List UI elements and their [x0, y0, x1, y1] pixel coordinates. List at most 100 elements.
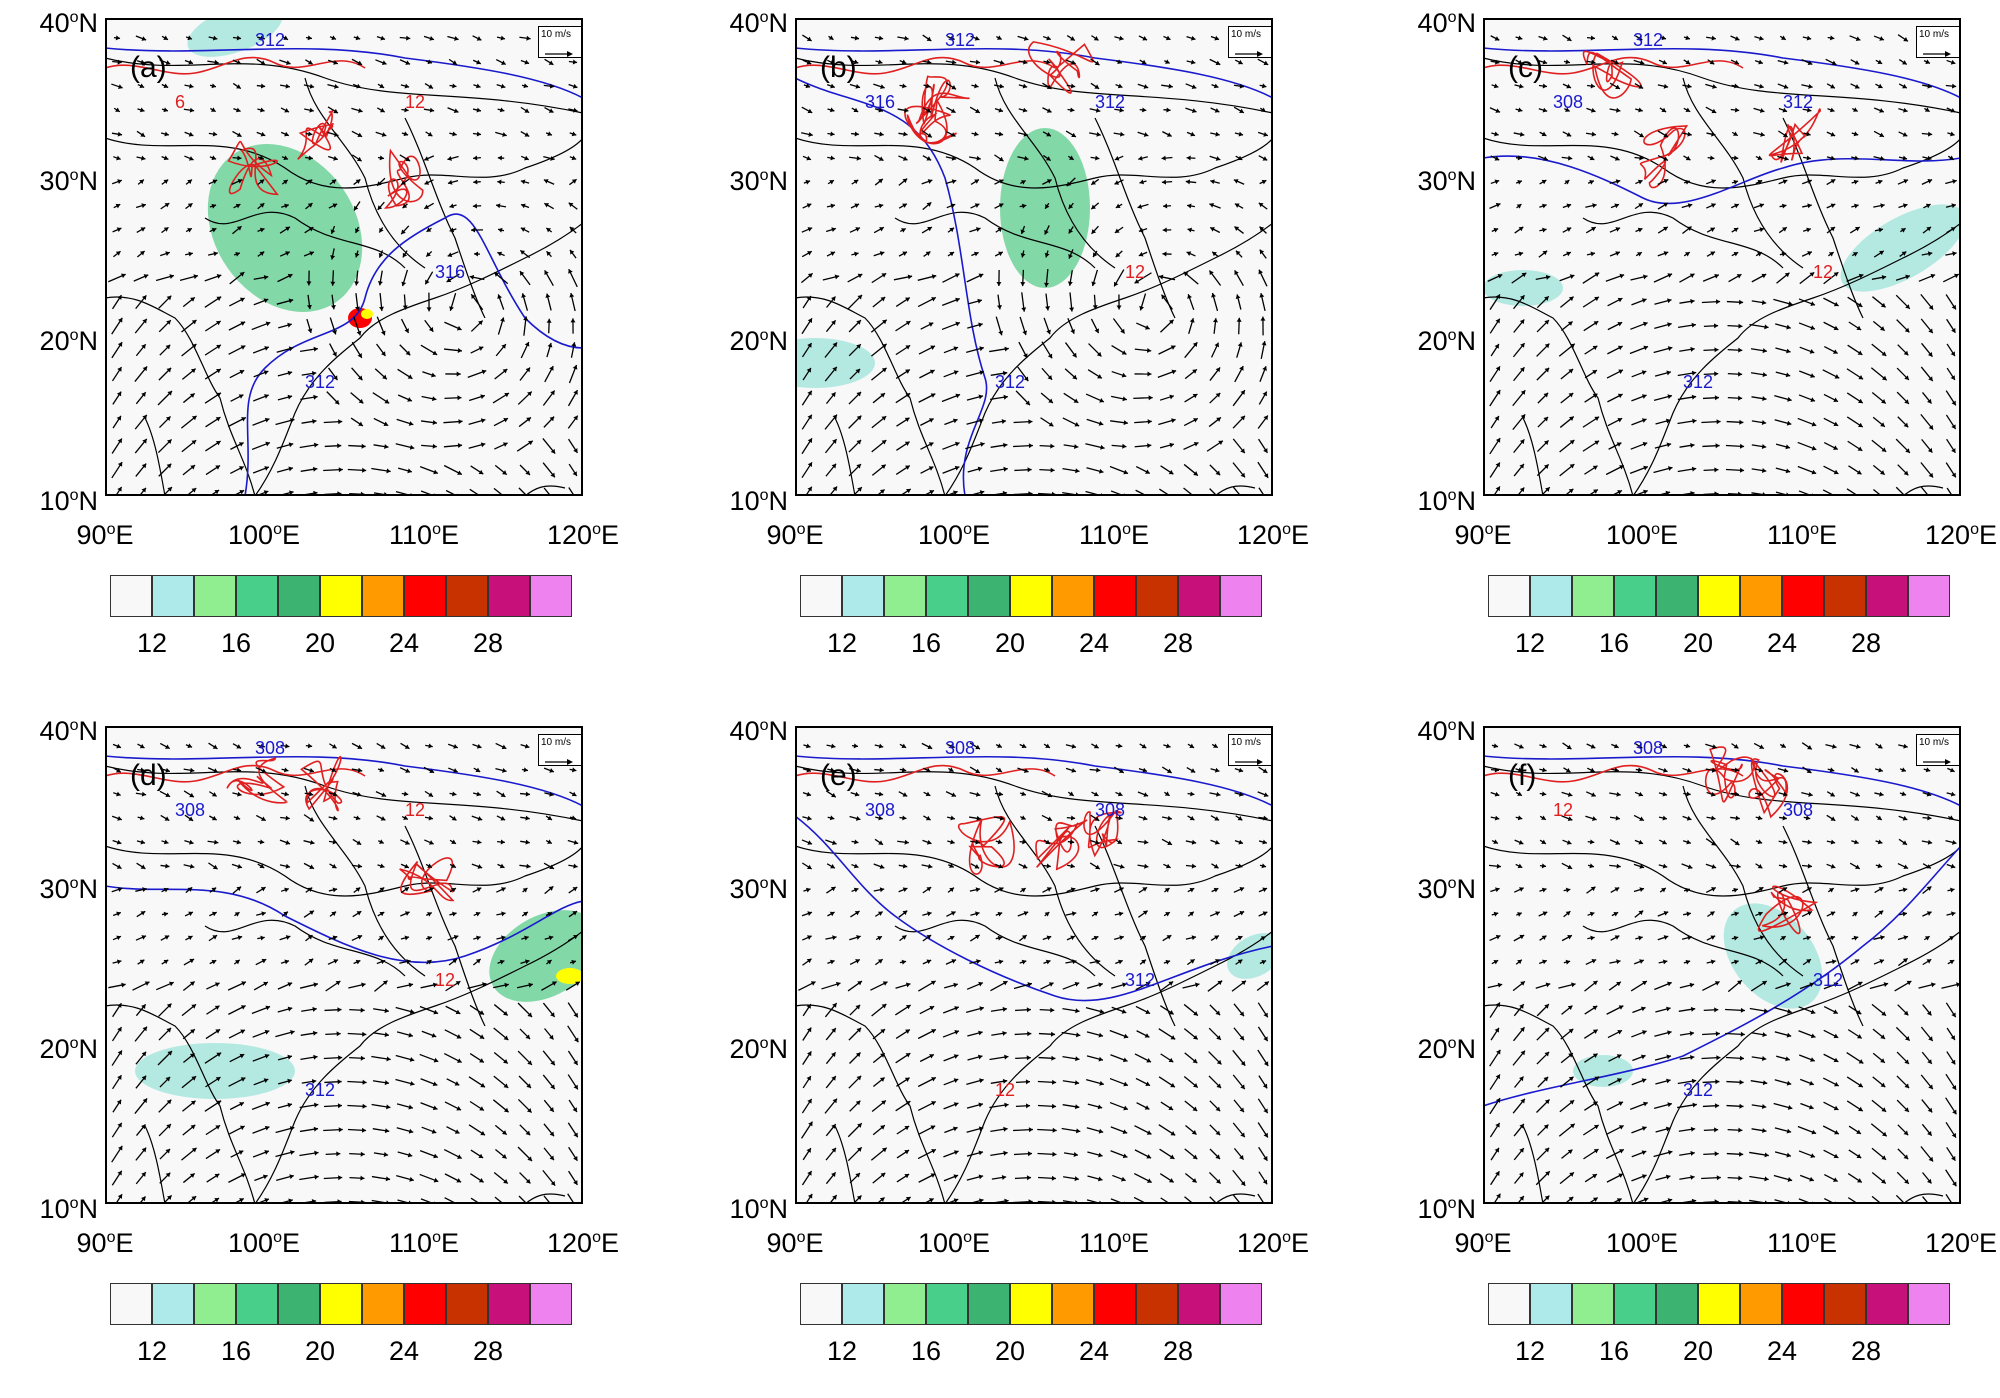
wind-vector-arrow: [374, 367, 389, 381]
wind-vector-arrow: [1209, 154, 1221, 162]
wind-vector-arrow: [1138, 742, 1147, 750]
wind-vector-arrow: [921, 33, 932, 43]
wind-vector-arrow: [1657, 250, 1669, 258]
latitude-tick-label: 40oN: [690, 3, 788, 38]
wind-vector-arrow: [494, 343, 508, 358]
latitude-tick-label: 30oN: [690, 869, 788, 904]
latitude-tick-label: 40oN: [1378, 3, 1476, 38]
wind-vector-arrow: [1851, 935, 1859, 942]
wind-vector-arrow: [542, 415, 556, 429]
wind-vector-arrow: [348, 982, 366, 991]
wind-vector-arrow: [1634, 201, 1645, 210]
latitude-tick-label: 20oN: [690, 321, 788, 356]
wind-vector-arrow: [1019, 814, 1027, 821]
wind-vector-arrow: [425, 743, 433, 749]
wind-vector-arrow: [180, 438, 197, 453]
wind-vector-arrow: [473, 766, 482, 774]
wind-vector-arrow: [278, 322, 293, 330]
wind-vector-arrow: [1678, 272, 1695, 285]
latitude-tick-label: 20oN: [1378, 321, 1476, 356]
wind-vector-arrow: [1630, 1029, 1647, 1040]
wind-vector-arrow: [1584, 1172, 1598, 1184]
wind-vector-arrow: [1157, 344, 1176, 357]
humidity-contour: [301, 757, 341, 811]
contour-label: 12: [435, 970, 455, 990]
wind-vector-arrow: [1085, 1005, 1104, 1015]
wind-vector-arrow: [969, 933, 981, 943]
wind-vector-arrow: [520, 154, 530, 162]
wind-vector-arrow: [1015, 1055, 1031, 1061]
wind-vector-arrow: [134, 1146, 148, 1162]
wind-vector-arrow: [1160, 293, 1175, 311]
wind-vector-arrow: [136, 958, 146, 967]
wind-vector-arrow: [541, 389, 556, 407]
wind-vector-arrow: [1208, 463, 1222, 477]
wind-vector-arrow: [518, 415, 533, 428]
wind-vector-arrow: [1514, 838, 1525, 846]
wind-vector-arrow: [1587, 83, 1595, 89]
wind-vector-arrow: [516, 1001, 534, 1019]
wind-vector-arrow: [1896, 1123, 1910, 1137]
wind-vector-arrow: [1231, 979, 1248, 993]
wind-vector-arrow: [375, 176, 386, 187]
colorbar-swatch: [488, 1283, 530, 1325]
wind-vector-arrow: [443, 463, 463, 476]
wind-vector-arrow: [946, 226, 955, 235]
wind-vector-arrow: [1085, 392, 1105, 404]
wind-vector-arrow: [1186, 293, 1196, 310]
wind-vector-arrow: [1037, 1151, 1056, 1157]
wind-vector-arrow: [1851, 131, 1859, 138]
wind-vector-arrow: [824, 1075, 837, 1090]
wind-vector-arrow: [1186, 814, 1195, 822]
wind-vector-arrow: [1090, 34, 1100, 43]
wind-vector-arrow: [1826, 202, 1837, 210]
wind-vector-arrow: [373, 979, 389, 994]
colorbar-swatch: [530, 1283, 572, 1325]
wind-vector-arrow: [1705, 885, 1717, 894]
wind-vector-arrow: [472, 107, 481, 114]
wind-vector-arrow: [376, 106, 386, 114]
colorbar-swatch: [842, 1283, 884, 1325]
wind-vector-arrow: [1231, 437, 1246, 454]
wind-vector-arrow: [1161, 933, 1172, 943]
wind-vector-arrow: [1897, 33, 1910, 44]
wind-vector-arrow: [424, 107, 435, 114]
wind-vector-arrow: [1587, 863, 1594, 869]
wind-vector-arrow: [496, 814, 506, 823]
wind-vector-arrow: [1535, 1098, 1552, 1115]
wind-vector-arrow: [231, 129, 243, 139]
wind-vector-arrow: [1157, 368, 1177, 379]
wind-vector-arrow: [1653, 1197, 1673, 1204]
wind-vector-arrow: [372, 1174, 391, 1182]
wind-vector-arrow: [280, 886, 289, 893]
wind-vector-arrow: [516, 439, 534, 453]
wind-vector-arrow: [425, 250, 434, 259]
wind-vector-arrow: [1489, 415, 1501, 430]
wind-vector-arrow: [1822, 1100, 1839, 1112]
wind-vector-arrow: [1899, 791, 1907, 798]
wind-vector-arrow: [327, 82, 339, 90]
wind-vector-arrow: [1158, 417, 1177, 427]
wind-vector-arrow: [1608, 980, 1623, 992]
wind-vector-arrow: [896, 1148, 911, 1160]
wind-vector-arrow: [160, 958, 169, 966]
wind-vector-arrow: [1562, 202, 1572, 210]
wind-vector-arrow: [1019, 839, 1026, 845]
wind-vector-arrow: [185, 251, 194, 257]
wind-vector-arrow: [894, 391, 911, 405]
wind-vector-arrow: [1629, 1100, 1648, 1111]
wind-vector-arrow: [1730, 202, 1740, 210]
wind-vector-arrow: [895, 416, 911, 429]
wind-vector-arrow: [1139, 958, 1148, 967]
wind-vector-arrow: [1109, 464, 1129, 476]
wind-vector-arrow: [1135, 1076, 1151, 1088]
wind-vector-arrow: [1706, 815, 1716, 821]
wind-vector-arrow: [378, 293, 385, 311]
wind-vector-arrow: [444, 1028, 463, 1041]
colorbar-swatch: [1136, 1283, 1178, 1325]
wind-vector-arrow: [161, 154, 170, 161]
wind-vector-arrow: [1606, 1172, 1624, 1185]
wind-vector-arrow: [1702, 1031, 1720, 1037]
wind-vector-arrow: [827, 155, 835, 161]
